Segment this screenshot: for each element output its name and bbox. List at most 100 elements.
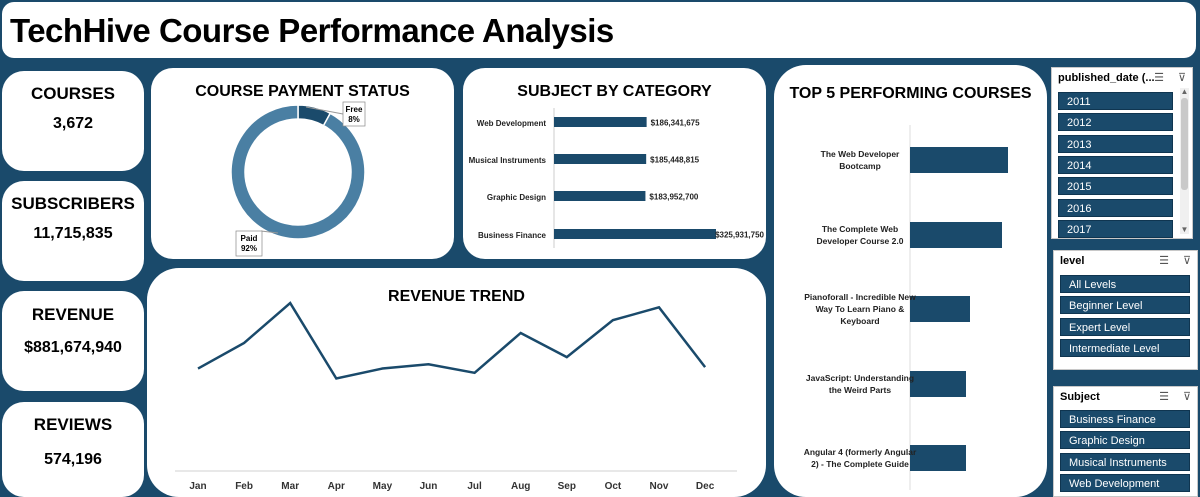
top5-title: TOP 5 PERFORMING COURSES (789, 85, 1032, 102)
slicer-published-date: published_date (... ☰ ⊽ 2011 2012 2013 20… (1051, 67, 1193, 239)
kpi-label-subscribers: SUBSCRIBERS (11, 194, 135, 213)
top5-course-label: The Web Developer (821, 149, 900, 159)
month-tick-label: Jun (420, 481, 438, 492)
month-tick-label: Aug (511, 481, 530, 492)
subject-bar[interactable] (554, 154, 647, 164)
scroll-up-icon[interactable]: ▲ (1180, 87, 1189, 96)
slicer-item-2012[interactable]: 2012 (1058, 113, 1173, 131)
kpi-card-revenue: REVENUE $881,674,940 (2, 291, 144, 391)
kpi-card-courses: COURSES 3,672 (2, 71, 144, 171)
clear-filter-icon[interactable]: ⊽ (1177, 72, 1186, 84)
subject-category-label: Musical Instruments (469, 156, 547, 165)
month-tick-label: Nov (650, 481, 669, 492)
slicer-item-beginner-level[interactable]: Beginner Level (1060, 296, 1190, 314)
subject-bar-chart: Web Development $186,341,675 Musical Instr… (469, 108, 765, 248)
top5-course-label: 2) - The Complete Guide (811, 459, 909, 469)
subject-value-label: $183,952,700 (649, 193, 698, 202)
slicer-item-2014[interactable]: 2014 (1058, 156, 1173, 174)
paid-percent: 92% (241, 244, 257, 253)
kpi-value-reviews: 574,196 (44, 451, 102, 468)
slicer-item-web-development[interactable]: Web Development (1060, 474, 1190, 492)
slicer-item-2017[interactable]: 2017 (1058, 220, 1173, 238)
kpi-value-revenue: $881,674,940 (24, 339, 122, 356)
slicer-subject: Subject ☰ ⊽ Business Finance Graphic Desi… (1053, 386, 1198, 497)
top5-panel: TOP 5 PERFORMING COURSES The Web Develop… (774, 65, 1047, 497)
paid-label: Paid (241, 234, 258, 243)
slicer-published-date-title: published_date (... (1058, 72, 1155, 84)
subject-category-panel: SUBJECT BY CATEGORY Web Development $186,… (463, 68, 766, 259)
subject-bar[interactable] (554, 117, 647, 127)
slicer-item-intermediate-level[interactable]: Intermediate Level (1060, 339, 1190, 357)
payment-donut-chart: Free 8% Paid 92% (230, 101, 366, 257)
clear-filter-icon[interactable]: ⊽ (1182, 255, 1191, 267)
paid-callout: Paid 92% (235, 230, 263, 257)
free-leader-line (305, 106, 344, 115)
payment-status-panel: COURSE PAYMENT STATUS Free 8% Paid 92% (151, 68, 454, 259)
slicer-item-expert-level[interactable]: Expert Level (1060, 318, 1190, 336)
slicer-item-graphic-design[interactable]: Graphic Design (1060, 431, 1190, 449)
subject-value-label: $185,448,815 (650, 156, 699, 165)
multi-select-icon[interactable]: ☰ (1159, 255, 1169, 267)
multi-select-icon[interactable]: ☰ (1159, 391, 1169, 403)
scroll-down-icon[interactable]: ▼ (1180, 225, 1189, 234)
subject-category-label: Web Development (477, 119, 547, 128)
slicer-item-business-finance[interactable]: Business Finance (1060, 410, 1190, 428)
donut-slice-paid[interactable] (230, 104, 366, 240)
month-tick-label: Dec (696, 481, 715, 492)
kpi-card-reviews: REVIEWS 574,196 (2, 402, 144, 497)
title-bar: TechHive Course Performance Analysis (2, 2, 1196, 58)
subject-bar[interactable] (554, 191, 646, 201)
subject-bar[interactable] (554, 229, 716, 239)
month-tick-label: Apr (328, 481, 345, 492)
clear-filter-icon[interactable]: ⊽ (1182, 391, 1191, 403)
subject-value-label: $325,931,750 (715, 231, 764, 240)
revenue-trend-panel: REVENUE TREND Jan Feb Mar Apr May Jun Jul Aug Se… (147, 268, 766, 497)
slicer-item-2011[interactable]: 2011 (1058, 92, 1173, 110)
slicer-item-2013[interactable]: 2013 (1058, 135, 1173, 153)
paid-leader-line (260, 230, 279, 234)
month-tick-label: Oct (605, 481, 622, 492)
scroll-thumb[interactable] (1181, 98, 1188, 190)
subject-category-label: Business Finance (478, 231, 547, 240)
payment-status-title: COURSE PAYMENT STATUS (195, 83, 410, 100)
top5-course-label: the Weird Parts (829, 385, 891, 395)
slicer-item-2016[interactable]: 2016 (1058, 199, 1173, 217)
top5-course-label: Angular 4 (formerly Angular (804, 447, 917, 457)
top5-course-label: Bootcamp (839, 161, 881, 171)
slicer-item-musical-instruments[interactable]: Musical Instruments (1060, 453, 1190, 471)
free-callout: Free 8% (342, 101, 366, 127)
month-tick-label: Feb (235, 481, 253, 492)
top5-course-label: Pianoforall - Incredible New (804, 292, 916, 302)
kpi-value-subscribers: 11,715,835 (33, 225, 113, 242)
slicer-subject-title: Subject (1060, 391, 1100, 403)
kpi-label-reviews: REVIEWS (33, 415, 113, 434)
free-label: Free (346, 105, 363, 114)
top5-bar[interactable] (910, 222, 1002, 248)
top5-course-label: Keyboard (840, 316, 879, 326)
month-tick-label: May (373, 481, 393, 492)
revenue-trend-title: REVENUE TREND (388, 288, 525, 305)
slicer-level: level ☰ ⊽ All Levels Beginner Level Exper… (1053, 250, 1198, 370)
revenue-line-chart: Jan Feb Mar Apr May Jun Jul Aug Sep Oct Nov Dec (175, 301, 737, 492)
top5-bar[interactable] (910, 445, 966, 471)
month-tick-label: Jul (467, 481, 482, 492)
month-tick-label: Sep (558, 481, 576, 492)
revenue-trend-line[interactable] (197, 301, 707, 380)
top5-course-label: The Complete Web (822, 224, 898, 234)
top5-bar-chart: The Web Developer Bootcamp The Complete We… (804, 125, 1008, 490)
slicer-level-title: level (1060, 255, 1085, 267)
slicer-item-all-levels[interactable]: All Levels (1060, 275, 1190, 293)
top5-bar[interactable] (910, 371, 966, 397)
kpi-label-courses: COURSES (30, 84, 116, 103)
top5-bar[interactable] (910, 147, 1008, 173)
slicer-scrollbar[interactable]: ▲ ▼ (1180, 88, 1189, 234)
month-tick-label: Jan (189, 481, 206, 492)
kpi-label-revenue: REVENUE (31, 305, 115, 324)
multi-select-icon[interactable]: ☰ (1154, 72, 1164, 84)
slicer-item-2015[interactable]: 2015 (1058, 177, 1173, 195)
free-percent: 8% (348, 115, 360, 124)
subject-value-label: $186,341,675 (651, 119, 700, 128)
subject-category-label: Graphic Design (487, 193, 546, 202)
top5-bar[interactable] (910, 296, 970, 322)
month-tick-label: Mar (281, 481, 299, 492)
